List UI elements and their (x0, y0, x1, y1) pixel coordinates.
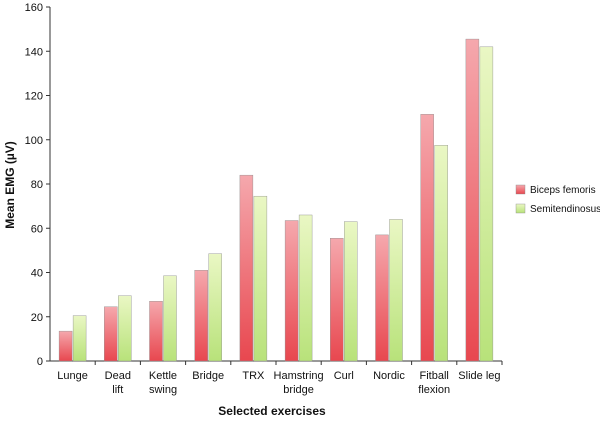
bar-biceps-femoris (58, 330, 73, 362)
legend: Biceps femoris Semitendinosus (515, 184, 600, 215)
bar-semitendinosus (479, 46, 494, 362)
x-axis-title: Selected exercises (218, 404, 326, 418)
y-tick-label: 60 (31, 223, 43, 235)
bar-semitendinosus (163, 275, 177, 362)
x-axis: Lunge Dead lift Kettle swing Bridge TRX Hamstri… (50, 360, 503, 396)
x-tick-label: Kettle swing (149, 370, 177, 396)
y-tick-label: 20 (31, 312, 43, 324)
bar-biceps-femoris (239, 174, 254, 362)
bar-biceps-femoris (194, 270, 208, 362)
bar-biceps-femoris (149, 301, 163, 362)
x-tick-label: Curl (334, 370, 354, 382)
y-tick-label: 140 (25, 46, 43, 58)
legend-label: Semitendinosus (530, 204, 600, 215)
y-tick-label: 0 (37, 356, 43, 368)
y-tick-label: 80 (31, 179, 43, 191)
legend-label: Biceps femoris (530, 185, 596, 196)
bar-semitendinosus (344, 221, 358, 362)
x-tick-label: Nordic (373, 370, 405, 382)
bar-biceps-femoris (465, 38, 480, 362)
legend-swatch (515, 184, 526, 195)
y-tick-label: 120 (25, 91, 43, 103)
x-tick-label: TRX (242, 370, 265, 382)
bar-semitendinosus (298, 214, 313, 362)
y-axis: 0 20 40 60 80 100 120 140 160 (25, 2, 51, 368)
bar-biceps-femoris (284, 220, 299, 362)
x-tick-label: Slide leg (458, 370, 500, 382)
x-tick-label: Dead lift (105, 370, 131, 396)
bar-biceps-femoris (104, 306, 118, 362)
y-tick-label: 160 (25, 2, 43, 14)
bar-semitendinosus (434, 145, 448, 362)
bar-semitendinosus (208, 253, 222, 362)
y-tick-label: 100 (25, 135, 43, 147)
x-tick-label: Hamstring bridge (274, 370, 324, 396)
bar-semitendinosus (118, 295, 132, 362)
x-tick-label: Fitball flexion (418, 370, 450, 396)
x-tick-label: Bridge (192, 370, 224, 382)
bar-biceps-femoris (420, 114, 434, 362)
bars-group (58, 38, 494, 362)
bar-semitendinosus (253, 195, 268, 362)
y-tick-label: 40 (31, 268, 43, 280)
y-axis-title: Mean EMG (µV) (3, 141, 17, 229)
bar-biceps-femoris (330, 238, 344, 362)
bar-biceps-femoris (375, 234, 389, 362)
bar-semitendinosus (389, 219, 403, 362)
bar-semitendinosus (72, 315, 87, 362)
x-tick-label: Lunge (57, 370, 88, 382)
legend-swatch (515, 203, 526, 214)
